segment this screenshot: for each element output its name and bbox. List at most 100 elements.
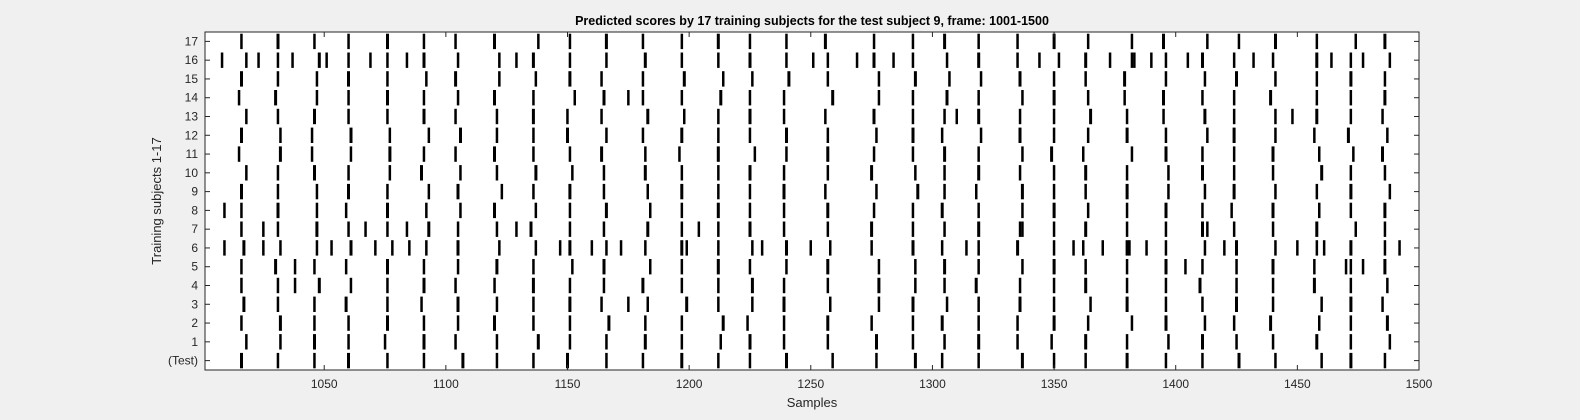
event-mark (1089, 296, 1092, 312)
event-mark (388, 146, 392, 162)
event-mark (1349, 315, 1353, 331)
event-mark (717, 296, 720, 312)
event-mark (1164, 296, 1168, 312)
event-mark (1235, 240, 1238, 256)
event-mark (1164, 52, 1168, 68)
event-mark (940, 240, 944, 256)
event-mark (641, 352, 645, 369)
event-mark (943, 221, 946, 237)
event-mark (680, 127, 684, 143)
event-mark (782, 202, 786, 219)
event-mark (1052, 165, 1056, 181)
event-mark (605, 127, 608, 143)
event-mark (566, 108, 569, 125)
event-mark (1383, 33, 1387, 50)
event-mark (1320, 165, 1324, 181)
event-mark (1082, 240, 1085, 256)
event-marks (220, 33, 1401, 369)
event-mark (911, 90, 915, 106)
event-mark (1330, 52, 1333, 68)
event-mark (1201, 146, 1204, 162)
event-mark (237, 146, 241, 162)
event-mark (422, 277, 426, 294)
event-mark (534, 240, 538, 256)
event-mark (748, 352, 752, 369)
event-mark (911, 127, 915, 143)
y-tick-label: 14 (185, 91, 199, 105)
event-mark (349, 240, 353, 256)
event-mark (1016, 240, 1020, 256)
event-mark (602, 221, 606, 237)
event-mark (1383, 240, 1387, 256)
event-mark (1271, 334, 1275, 350)
event-mark (1086, 90, 1090, 106)
event-mark (680, 90, 684, 106)
event-mark (872, 202, 876, 219)
event-mark (1320, 352, 1323, 369)
event-mark (643, 165, 647, 181)
event-mark (349, 146, 353, 162)
event-mark (760, 240, 764, 256)
event-mark (1052, 277, 1056, 294)
event-mark (240, 127, 243, 143)
event-mark (1315, 71, 1319, 87)
event-mark (1084, 221, 1088, 237)
event-mark (717, 108, 720, 125)
event-mark (1349, 277, 1353, 294)
event-mark (495, 108, 499, 125)
event-mark (680, 52, 684, 68)
x-tick-label: 1150 (555, 377, 581, 391)
event-mark (274, 259, 278, 275)
event-mark (697, 221, 701, 237)
event-mark (1021, 146, 1024, 162)
event-mark (1108, 52, 1112, 68)
event-mark (627, 296, 630, 312)
event-mark (386, 221, 389, 237)
event-mark (1274, 127, 1277, 143)
event-mark (911, 334, 915, 350)
event-mark (495, 259, 499, 275)
event-mark (646, 108, 650, 125)
event-mark (536, 334, 540, 350)
event-mark (330, 240, 333, 256)
event-mark (313, 165, 316, 181)
event-mark (680, 240, 684, 256)
event-mark (945, 90, 949, 106)
event-mark (1271, 146, 1275, 162)
event-mark (1084, 71, 1087, 87)
event-mark (568, 52, 572, 68)
event-mark (1269, 315, 1273, 331)
event-mark (680, 33, 684, 50)
x-tick-label: 1500 (1406, 377, 1433, 391)
event-mark (276, 183, 280, 200)
event-mark (826, 334, 830, 350)
event-mark (1130, 52, 1134, 68)
event-mark (242, 240, 246, 256)
event-mark (532, 315, 535, 331)
y-tick-label: 3 (191, 297, 198, 311)
event-mark (425, 202, 428, 219)
event-mark (534, 71, 538, 87)
event-mark (826, 127, 830, 143)
event-mark (1206, 221, 1209, 237)
event-mark (347, 33, 350, 50)
event-mark (493, 146, 496, 162)
event-mark (1383, 71, 1387, 87)
event-mark (1230, 202, 1233, 219)
event-mark (1050, 146, 1054, 162)
event-mark (276, 52, 280, 68)
event-mark (240, 71, 243, 87)
event-mark (422, 315, 426, 331)
event-mark (459, 202, 462, 219)
event-mark (1349, 352, 1353, 369)
event-mark (1349, 71, 1353, 87)
event-mark (1133, 52, 1136, 68)
event-mark (977, 221, 981, 237)
event-mark (977, 90, 980, 106)
event-mark (943, 165, 946, 181)
event-mark (717, 352, 720, 369)
event-mark (911, 240, 915, 256)
event-mark (240, 33, 243, 50)
event-mark (965, 240, 968, 256)
event-mark (1089, 108, 1093, 125)
